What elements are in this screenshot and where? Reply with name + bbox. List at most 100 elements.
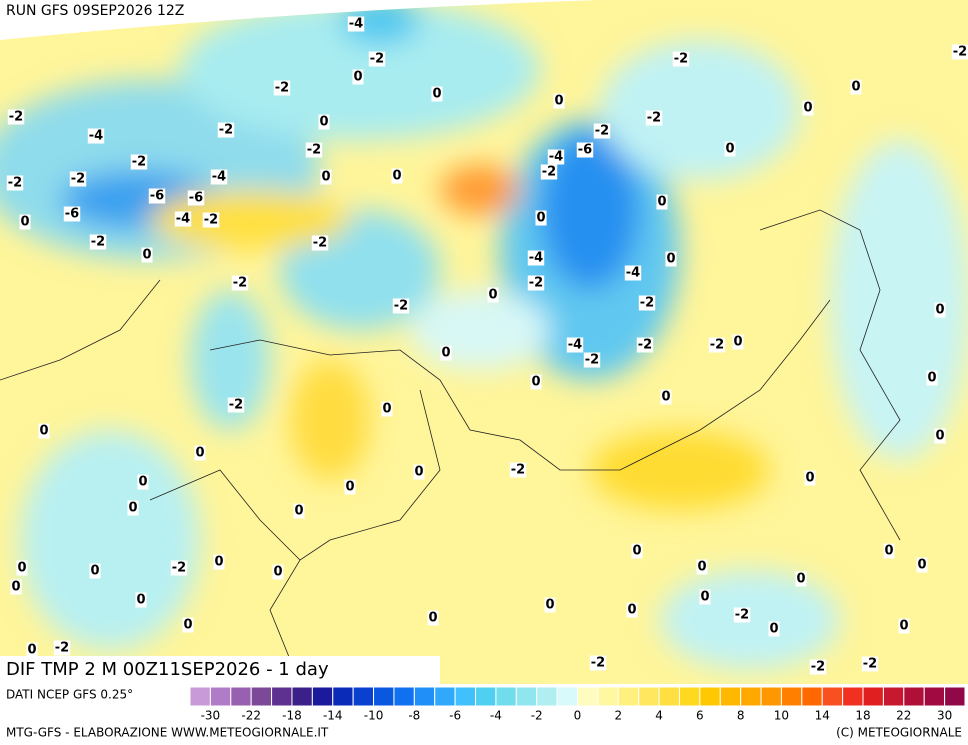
- contour-label-bg: [137, 474, 149, 490]
- legend-swatch: [923, 686, 946, 707]
- legend-tick-label: -6: [449, 709, 461, 723]
- contour-label: 0: [917, 558, 926, 573]
- legend-swatch: [271, 686, 293, 707]
- contour-label-bg: [194, 445, 206, 461]
- legend-swatch: [719, 686, 742, 707]
- legend-swatch: [780, 686, 803, 707]
- legend-tick-label: 2: [614, 709, 622, 723]
- legend-swatch: [515, 686, 538, 707]
- contour-label-bg: [487, 287, 499, 303]
- contour-label-bg: [934, 428, 946, 444]
- contour-label-bg: [182, 617, 194, 633]
- contour-label-bg: [883, 543, 895, 559]
- contour-label-bg: [527, 250, 545, 266]
- contour-label: 0: [554, 94, 563, 109]
- legend-swatch: [352, 686, 375, 707]
- contour-label: 0: [294, 504, 303, 519]
- contour-label-bg: [187, 190, 205, 206]
- contour-label: 0: [851, 80, 860, 95]
- contour-label-bg: [724, 141, 736, 157]
- legend-swatch: [332, 686, 354, 707]
- legend-swatch: [821, 686, 844, 707]
- contour-label: 0: [632, 544, 641, 559]
- contour-label-bg: [272, 564, 284, 580]
- contour-label: 0: [884, 544, 893, 559]
- contour-label: -2: [233, 276, 247, 291]
- contour-label: 0: [382, 402, 391, 417]
- legend-swatch: [189, 686, 211, 707]
- contour-label-bg: [63, 206, 81, 222]
- contour-label: 0: [136, 593, 145, 608]
- contour-label: -2: [511, 463, 525, 478]
- contour-label-bg: [951, 44, 968, 60]
- legend-swatch: [291, 686, 313, 707]
- contour-label: -2: [172, 561, 186, 576]
- borders: [0, 209, 901, 684]
- legend-swatch: [413, 686, 436, 707]
- contour-label-bg: [699, 589, 711, 605]
- legend-tick-label: -18: [282, 709, 302, 723]
- contour-label-bg: [861, 656, 879, 672]
- legend-tick-label: -14: [323, 709, 343, 723]
- contour-label-bg: [850, 79, 862, 95]
- contour-label: -4: [529, 251, 543, 266]
- contour-label: -2: [542, 165, 556, 180]
- contour-label-bg: [38, 423, 50, 439]
- contour-label: -4: [349, 17, 363, 32]
- contour-label-bg: [311, 235, 329, 251]
- contour-label-bg: [210, 169, 228, 185]
- contour-label: -2: [229, 398, 243, 413]
- run-label: RUN GFS 09SEP2026 12Z: [6, 3, 184, 19]
- contour-label-bg: [708, 337, 726, 353]
- contour-label-bg: [391, 168, 403, 184]
- contour-label: -2: [863, 657, 877, 672]
- contour-label: -2: [953, 45, 967, 60]
- contour-label: -2: [529, 276, 543, 291]
- contour-label-bg: [26, 642, 38, 658]
- contour-label-bg: [645, 110, 663, 126]
- contour-label-bg: [544, 597, 556, 613]
- contour-label: 0: [273, 565, 282, 580]
- contour-label-bg: [10, 579, 22, 595]
- contour-labels: -4-20-2 -20-2 0-20 0-4 -20-2-2-2-2 -4 -6 0-2 -2-…: [6, 16, 968, 675]
- contour-label-bg: [733, 607, 751, 623]
- contour-label: -2: [9, 110, 23, 125]
- contour-label: 0: [700, 590, 709, 605]
- legend-swatch: [882, 686, 905, 707]
- contour-label: 0: [414, 465, 423, 480]
- legend-tick-label: 4: [655, 709, 663, 723]
- contour-label: 0: [392, 169, 401, 184]
- contour-label-bg: [392, 298, 410, 314]
- legend-tick-label: -4: [490, 709, 502, 723]
- contour-label-bg: [413, 464, 425, 480]
- contour-label-bg: [69, 171, 87, 187]
- contour-label-bg: [87, 128, 105, 144]
- map-field: [0, 0, 968, 684]
- contour-label: 0: [627, 603, 636, 618]
- contour-label-bg: [170, 560, 188, 576]
- legend-tick-label: 0: [574, 709, 582, 723]
- legend-swatch: [393, 686, 415, 707]
- contour-label-bg: [553, 93, 565, 109]
- contour-label-bg: [795, 571, 807, 587]
- legend-swatch: [903, 686, 925, 707]
- contour-label: -2: [595, 124, 609, 139]
- contour-label: 0: [353, 70, 362, 85]
- contour-label: 0: [128, 501, 137, 516]
- contour-label: 0: [725, 142, 734, 157]
- contour-label-bg: [89, 563, 101, 579]
- source-label: DATI NCEP GFS 0.25°: [6, 688, 133, 702]
- contour-label: -4: [626, 266, 640, 281]
- contour-label: -2: [640, 296, 654, 311]
- footer-right: (C) METEOGIORNALE: [836, 726, 962, 740]
- contour-label: -2: [71, 172, 85, 187]
- contour-label-bg: [916, 557, 928, 573]
- contour-label-bg: [381, 401, 393, 417]
- contour-label-bg: [202, 212, 220, 228]
- contour-label: -2: [585, 353, 599, 368]
- contour-label-bg: [809, 659, 827, 675]
- legend-swatch: [434, 686, 456, 707]
- contour-label-bg: [665, 251, 677, 267]
- contour-label-bg: [732, 334, 744, 350]
